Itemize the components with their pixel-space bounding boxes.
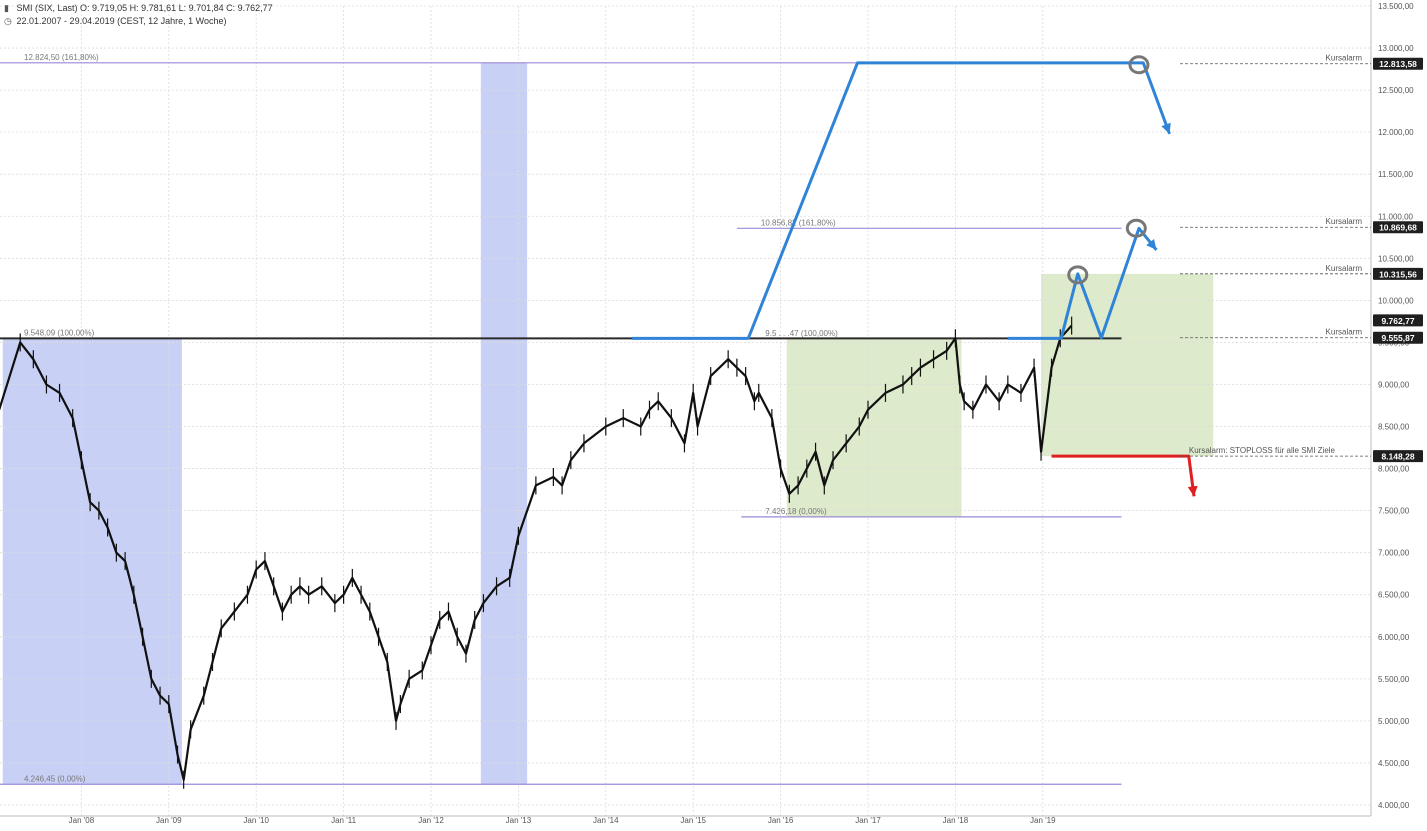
alert-label: Kursalarm: STOPLOSS für alle SMI Ziele <box>1189 446 1336 455</box>
last-price-text: 9.762,77 <box>1381 316 1414 326</box>
alert-label: Kursalarm <box>1326 328 1363 337</box>
arrowhead <box>1146 238 1157 250</box>
last-price-badge <box>1373 314 1423 327</box>
alert-label: Kursalarm <box>1326 54 1363 63</box>
projection-path <box>1007 226 1158 340</box>
x-tick-label: Jan '18 <box>943 816 969 825</box>
price-badge <box>1373 267 1423 280</box>
x-tick-label: Jan '08 <box>69 816 95 825</box>
y-tick-label: 7.500,00 <box>1378 507 1410 516</box>
fib-label: 7.426,18 (0,00%) <box>765 507 827 516</box>
x-tick-label: Jan '15 <box>680 816 706 825</box>
price-series-line <box>0 324 1073 781</box>
shaded-region <box>2 338 182 785</box>
target-circle <box>1128 55 1150 75</box>
fib-label: 9.5 . . .47 (100,00%) <box>765 329 838 338</box>
y-tick-label: 8.500,00 <box>1378 423 1410 432</box>
alert-label: Kursalarm <box>1326 217 1363 226</box>
chart-header: ▮ SMI (SIX, Last) O: 9.719,05 H: 9.781,6… <box>4 2 273 28</box>
timeframe: (CEST, 12 Jahre, 1 Woche) <box>117 16 227 26</box>
price-badge-text: 8.148,28 <box>1381 452 1414 462</box>
fib-label: 9.548,09 (100,00%) <box>24 328 95 337</box>
y-tick-label: 7.000,00 <box>1378 549 1410 558</box>
instrument-name: SMI (SIX, Last) <box>16 3 78 13</box>
arrowhead <box>1187 485 1198 497</box>
alert-label: Kursalarm <box>1326 264 1363 273</box>
x-tick-label: Jan '11 <box>331 816 357 825</box>
projection-path <box>632 61 1171 340</box>
y-tick-label: 4.000,00 <box>1378 801 1410 810</box>
x-tick-label: Jan '17 <box>855 816 881 825</box>
y-tick-label: 13.500,00 <box>1378 2 1414 11</box>
price-badge-text: 9.555,87 <box>1381 333 1414 343</box>
x-tick-label: Jan '10 <box>243 816 269 825</box>
price-badge-text: 10.315,56 <box>1379 269 1417 279</box>
ohlc-readout: O: 9.719,05 H: 9.781,61 L: 9.701,84 C: 9… <box>80 3 273 13</box>
y-tick-label: 5.000,00 <box>1378 717 1410 726</box>
y-tick-label: 9.000,00 <box>1378 380 1410 389</box>
fib-label: 10.856,82 (161,80%) <box>761 218 836 227</box>
shaded-region <box>480 62 528 785</box>
y-tick-label: 10.000,00 <box>1378 296 1414 305</box>
candle-icon: ▮ <box>4 3 9 13</box>
y-tick-label: 6.000,00 <box>1378 633 1410 642</box>
price-badge-text: 10.869,68 <box>1379 223 1417 233</box>
clock-icon: ◷ <box>4 16 12 26</box>
date-range: 22.01.2007 - 29.04.2019 <box>16 16 115 26</box>
y-tick-label: 13.000,00 <box>1378 44 1414 53</box>
y-tick-label: 11.500,00 <box>1378 170 1414 179</box>
price-badge <box>1373 331 1423 344</box>
x-tick-label: Jan '13 <box>506 816 532 825</box>
x-tick-label: Jan '12 <box>418 816 444 825</box>
projection-path <box>1051 454 1196 497</box>
y-tick-label: 12.500,00 <box>1378 86 1414 95</box>
arrowhead <box>1161 122 1171 134</box>
y-tick-label: 5.500,00 <box>1378 675 1410 684</box>
x-tick-label: Jan '09 <box>156 816 182 825</box>
price-badge-text: 12.813,58 <box>1379 59 1417 69</box>
x-tick-label: Jan '19 <box>1030 816 1056 825</box>
y-tick-label: 8.000,00 <box>1378 465 1410 474</box>
y-tick-label: 12.000,00 <box>1378 128 1414 137</box>
shaded-region <box>1041 273 1214 457</box>
y-tick-label: 11.000,00 <box>1378 212 1414 221</box>
shaded-region <box>786 338 962 517</box>
target-circle <box>1125 218 1147 238</box>
y-tick-label: 6.500,00 <box>1378 591 1410 600</box>
price-badge <box>1373 221 1423 234</box>
price-badge <box>1373 57 1423 70</box>
target-circle <box>1067 265 1089 285</box>
y-tick-label: 4.500,00 <box>1378 759 1410 768</box>
price-badge <box>1373 450 1423 463</box>
fib-label: 12.824,50 (161,80%) <box>24 53 99 62</box>
y-tick-label: 10.500,00 <box>1378 254 1414 263</box>
fib-label: 4.246,45 (0,00%) <box>24 774 86 783</box>
x-tick-label: Jan '16 <box>768 816 794 825</box>
x-tick-label: Jan '14 <box>593 816 619 825</box>
